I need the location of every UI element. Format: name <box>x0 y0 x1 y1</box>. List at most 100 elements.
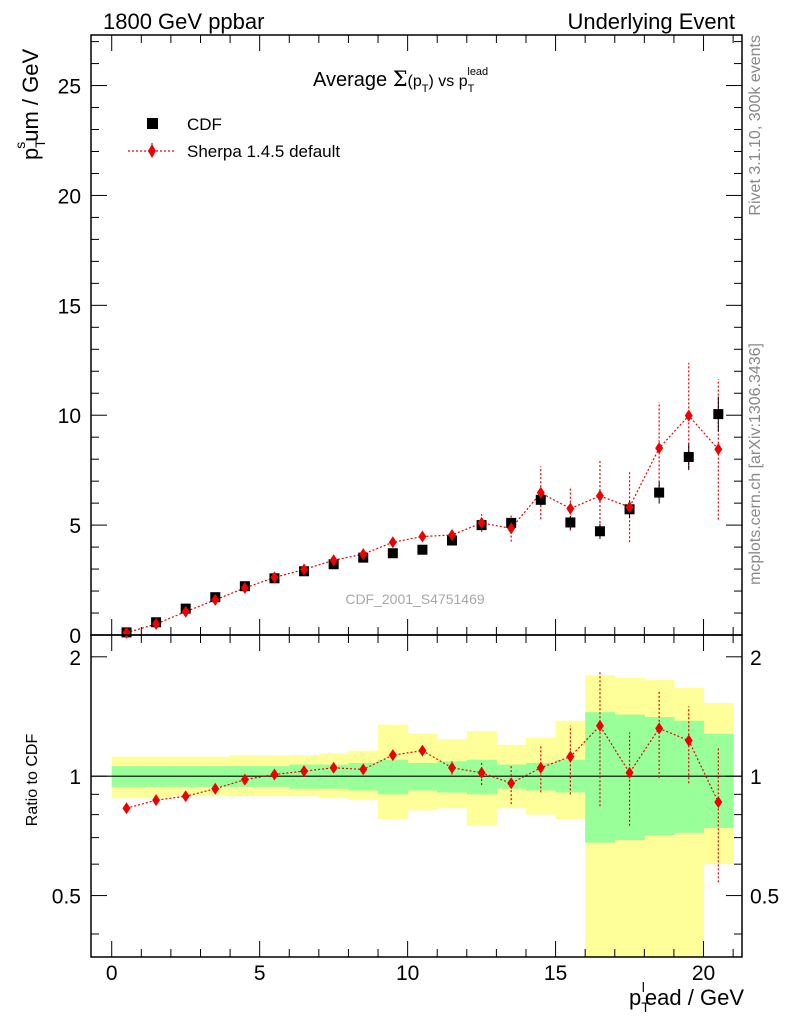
mcplots-label: mcplots.cern.ch [arXiv:1306.3436] <box>747 343 764 585</box>
cdf-point <box>594 526 605 537</box>
mc-point <box>240 581 249 594</box>
title-vssup: lead <box>467 66 488 78</box>
mc-point <box>477 516 486 529</box>
title-vssub: T <box>468 83 475 95</box>
ylabel-sub: T <box>32 139 48 148</box>
main-ytick-label: 25 <box>58 76 81 99</box>
ratio-point <box>418 744 427 757</box>
title-sigma: Σ <box>393 67 408 91</box>
ratio-point <box>329 761 338 774</box>
ratio-ytick-label: 0.5 <box>52 886 81 909</box>
mc-point <box>448 529 457 541</box>
ratio-point <box>211 782 220 795</box>
ratio-point <box>300 765 309 778</box>
watermark: CDF_2001_S4751469 <box>345 591 485 607</box>
ratio-point <box>152 794 161 807</box>
title-psub: T <box>422 83 429 95</box>
legend-label-cdf: CDF <box>187 115 222 134</box>
ratio-plot-marks <box>91 671 742 957</box>
ratio-point <box>270 768 279 781</box>
mc-point <box>359 548 368 561</box>
title-p: (p <box>408 73 422 90</box>
uncertainty-band-inner <box>378 759 409 795</box>
mc-line <box>126 414 719 634</box>
mc-point <box>152 618 161 631</box>
cdf-point <box>654 487 665 498</box>
ratio-frame <box>90 634 743 958</box>
ratio-point <box>714 796 723 809</box>
main-ytick-label: 15 <box>58 295 81 318</box>
ratio-ytick-label-right: 1 <box>750 766 762 789</box>
main-ytick-label: 20 <box>58 185 81 208</box>
mc-point <box>211 593 220 606</box>
mc-point <box>536 486 545 499</box>
title-close: ) <box>429 73 434 90</box>
mc-point <box>714 443 723 456</box>
ratio-xlabel: pTlead / GeV <box>629 979 744 1015</box>
ratio-point <box>359 763 368 776</box>
main-ytick-label: 5 <box>69 515 81 538</box>
ratio-point <box>122 802 131 815</box>
legend-label-sherpa: Sherpa 1.4.5 default <box>187 142 340 161</box>
ratio-ylabel: Ratio to CDF <box>24 734 41 827</box>
xlabel-sup: l <box>642 979 645 995</box>
main-ytick-label: 10 <box>58 405 81 428</box>
xlabel-p: p <box>629 985 641 1010</box>
mc-point <box>595 489 604 502</box>
mc-point <box>684 409 693 422</box>
ratio-panel: 0.5 0.51 12 20 5 10 15 20 Ratio to CDF pTlead /… <box>24 634 779 1015</box>
mc-point <box>418 530 427 543</box>
ratio-point <box>536 761 545 774</box>
ratio-point <box>684 734 693 747</box>
mc-point <box>655 442 664 455</box>
ratio-point <box>566 750 575 763</box>
mc-point <box>270 571 279 584</box>
ylabel-p: p <box>18 148 43 160</box>
mc-point <box>181 605 190 618</box>
ratio-ytick-label-right: 2 <box>750 647 762 670</box>
main-plot-marks <box>121 362 724 639</box>
ratio-point <box>448 761 457 774</box>
title-main: Average <box>313 69 393 91</box>
header-right: Underlying Event <box>567 9 735 34</box>
ratio-point <box>181 790 190 803</box>
main-ytick-label: 0 <box>69 625 81 648</box>
ratio-xtick-label: 0 <box>106 962 118 985</box>
ratio-ytick-label: 1 <box>69 766 81 789</box>
cdf-point <box>535 494 546 505</box>
xlabel-rest: ead / GeV <box>645 985 744 1010</box>
ylabel-sup: s <box>12 142 28 149</box>
ratio-ytick-label: 2 <box>69 647 81 670</box>
ratio-xtick-label: 20 <box>692 962 715 985</box>
xlabel-sub: T <box>641 999 650 1015</box>
main-title: Average Σ(pT) vs pTlead <box>313 66 488 95</box>
main-ylabel: pTsum / GeV <box>12 49 48 160</box>
cdf-point <box>387 548 398 559</box>
legend-marker-cdf <box>147 118 158 129</box>
ratio-xtick-label: 10 <box>396 962 419 985</box>
mc-point <box>388 536 397 549</box>
ratio-point <box>240 773 249 786</box>
rivet-label: Rivet 3.1.10, 300k events <box>747 35 764 216</box>
cdf-point <box>713 409 724 420</box>
mc-point <box>300 563 309 576</box>
ratio-point <box>655 722 664 735</box>
ratio-ytick-label-right: 0.5 <box>750 886 779 909</box>
ratio-point <box>388 749 397 762</box>
cdf-point <box>683 451 694 462</box>
ratio-xtick-label: 15 <box>544 962 567 985</box>
mc-point <box>625 501 634 514</box>
ratio-xtick-label: 5 <box>254 962 266 985</box>
mc-point <box>122 626 131 639</box>
ratio-ticks: 0.5 0.51 12 20 5 10 15 20 <box>52 635 779 985</box>
ylabel-rest: um / GeV <box>18 49 43 142</box>
title-vs: vs p <box>434 73 468 90</box>
mc-point <box>329 554 338 567</box>
ratio-point <box>477 766 486 779</box>
mc-point <box>507 522 516 535</box>
main-ticks: 0 5 10 15 20 25 <box>58 35 742 648</box>
cdf-point <box>565 517 576 528</box>
mc-point <box>566 502 575 515</box>
